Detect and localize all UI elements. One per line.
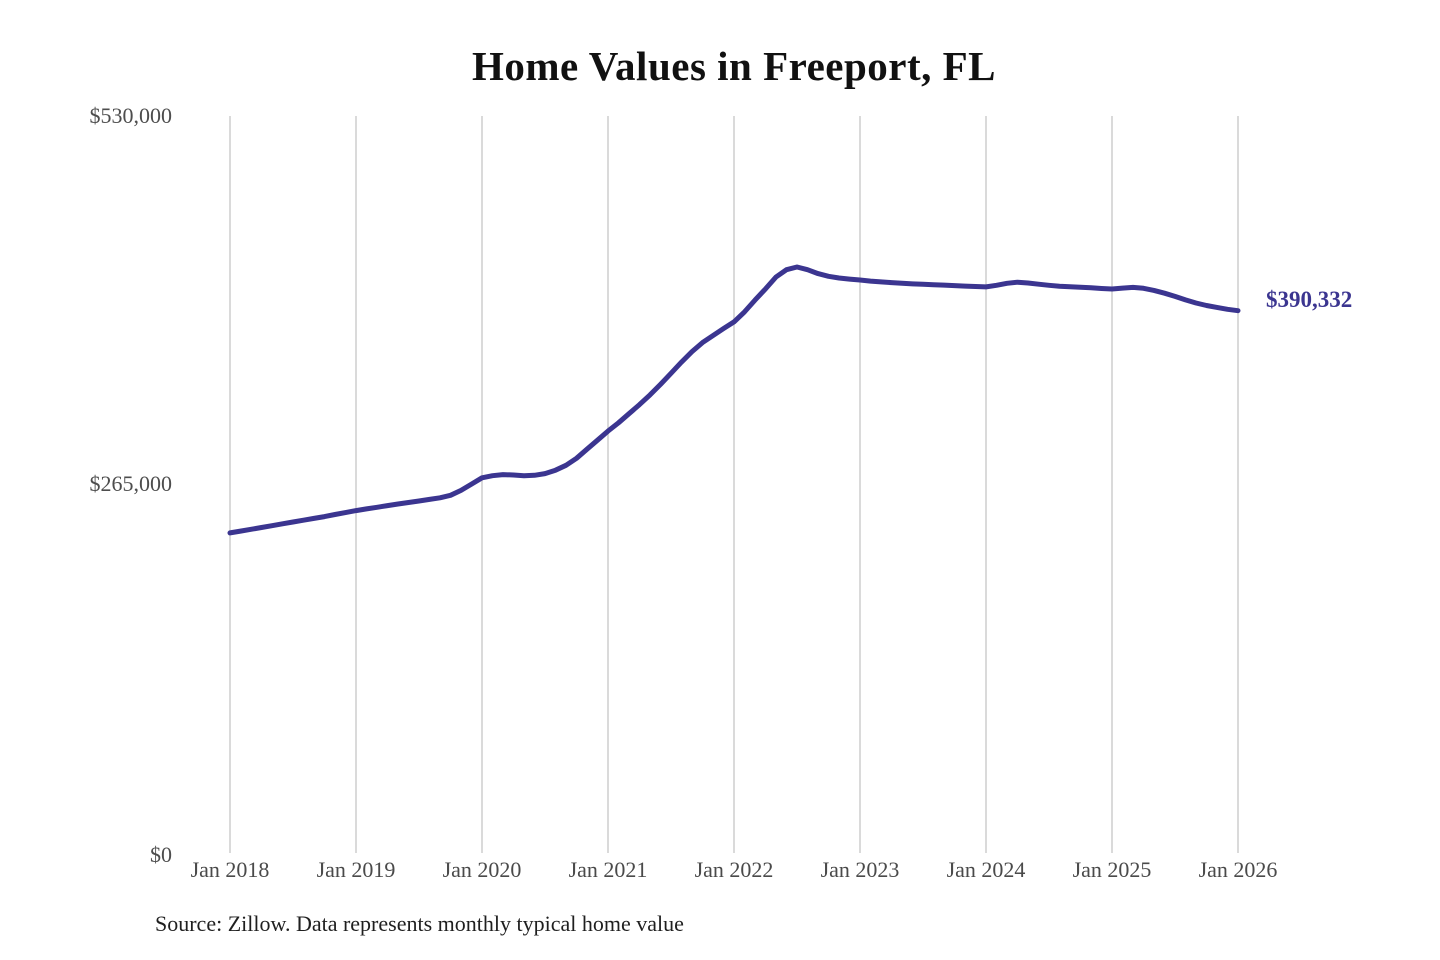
y-tick-530000: $530,000 bbox=[89, 103, 173, 128]
gridlines bbox=[229, 116, 1239, 853]
home-value-line bbox=[227, 264, 1241, 536]
x-tick-jan-2021: Jan 2021 bbox=[568, 857, 648, 882]
y-tick-0: $0 bbox=[150, 842, 172, 867]
x-tick-jan-2023: Jan 2023 bbox=[820, 857, 900, 882]
x-tick-jan-2026: Jan 2026 bbox=[1198, 857, 1278, 882]
x-tick-jan-2019: Jan 2019 bbox=[316, 857, 396, 882]
x-tick-jan-2025: Jan 2025 bbox=[1072, 857, 1152, 882]
x-tick-jan-2022: Jan 2022 bbox=[694, 857, 774, 882]
x-tick-jan-2024: Jan 2024 bbox=[946, 857, 1026, 882]
x-tick-jan-2018: Jan 2018 bbox=[190, 857, 270, 882]
current-value-label: $390,332 bbox=[1266, 287, 1353, 312]
y-tick-265000: $265,000 bbox=[89, 471, 173, 496]
x-tick-jan-2020: Jan 2020 bbox=[442, 857, 522, 882]
source-note: Source: Zillow. Data represents monthly … bbox=[155, 911, 684, 936]
chart-title: Home Values in Freeport, FL bbox=[471, 43, 997, 89]
